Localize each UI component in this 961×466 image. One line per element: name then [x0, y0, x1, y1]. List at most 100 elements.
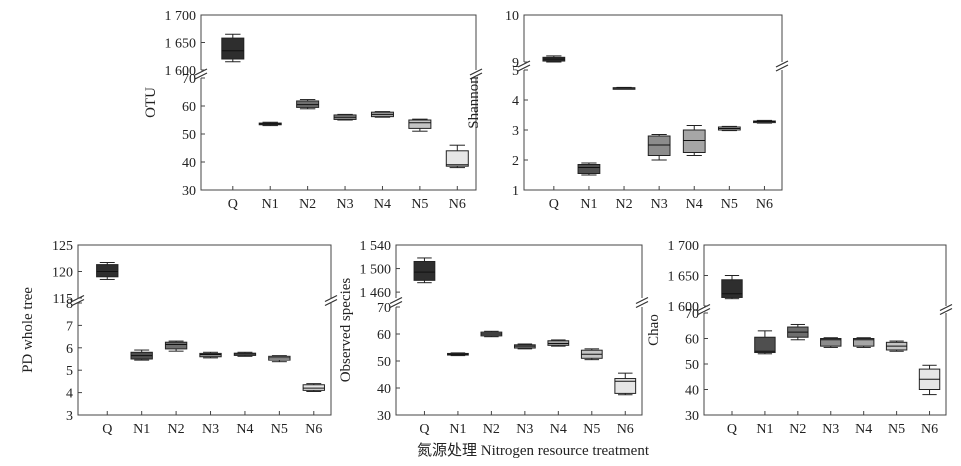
x-tick-label: N4 [374, 197, 391, 212]
box-N1 [258, 121, 282, 127]
panel-shannon: 9 10 1 2 3 4 5 Shannon Q N1 N2 N3 N4 N5 N6 [466, 9, 789, 212]
y-tick-label: 5 [66, 364, 73, 379]
axis-break-right [775, 60, 789, 68]
box-N2 [296, 99, 320, 110]
upper-frame [395, 244, 643, 298]
panel-chao: 1 600 1 650 1 700 30 40 50 60 70 Chao Q N1 N2 N3 N4 N5… [646, 239, 953, 437]
x-tick-label: N3 [651, 197, 668, 212]
box-N5 [885, 340, 908, 352]
y-tick-label: 1 700 [668, 239, 700, 254]
x-tick-label: Q [228, 197, 238, 212]
box-N6 [753, 119, 776, 124]
box-N6 [445, 144, 469, 169]
x-tick-label: N2 [615, 197, 632, 212]
panel-pd-whole-tree: 115 120 125 3 4 5 6 7 8 PD whole tree Q N1 N2 N3 N4 N5 N… [20, 239, 338, 437]
y-tick-label: 1 540 [360, 239, 392, 254]
box-body [413, 260, 436, 281]
box-N2 [164, 340, 188, 352]
box-body [164, 341, 188, 350]
box-body [445, 150, 469, 167]
y-axis-label: Observed species [338, 278, 354, 383]
y-tick-label: 2 [512, 154, 519, 169]
y-axis-label: Shannon [466, 76, 482, 129]
box-N5 [717, 125, 741, 132]
box-body [408, 119, 432, 129]
x-tick-label: N3 [516, 422, 533, 437]
box-body [754, 336, 776, 354]
x-tick-label: N4 [550, 422, 567, 437]
box-body [221, 37, 245, 60]
box-Q [721, 275, 743, 300]
box-N3 [513, 343, 536, 350]
x-tick-label: N5 [721, 197, 738, 212]
x-tick-label: N3 [336, 197, 353, 212]
axis-break-right [939, 303, 953, 312]
y-tick-label: 7 [66, 319, 73, 334]
axis-break-left [389, 296, 403, 305]
y-tick-label: 50 [685, 358, 699, 373]
y-tick-label: 5 [512, 64, 519, 79]
x-tick-label: N4 [855, 422, 872, 437]
y-axis-label: Chao [646, 314, 662, 346]
x-tick-label: N1 [756, 422, 773, 437]
box-body [682, 129, 706, 153]
x-tick-label: N4 [686, 197, 703, 212]
box-body [721, 279, 743, 298]
box-N3 [199, 351, 222, 359]
y-tick-label: 1 460 [360, 286, 392, 301]
lower-frame [395, 307, 643, 416]
x-tick-label: N1 [449, 422, 466, 437]
y-tick-label: 60 [377, 328, 391, 343]
axis-break-right [324, 294, 338, 303]
x-tick-label: Q [419, 422, 429, 437]
y-tick-label: 4 [512, 94, 519, 109]
axis-break-left [697, 307, 711, 316]
y-tick-label: 120 [52, 266, 73, 281]
y-tick-label: 70 [377, 301, 391, 316]
box-N5 [580, 348, 603, 361]
lower-frame [200, 78, 477, 191]
y-tick-label: 1 [512, 184, 519, 199]
box-body [199, 352, 222, 358]
panel-otu: 1 600 1 650 1 700 30 40 50 60 70 OTU Q N1 N2 N3 N4 N5 N… [143, 9, 483, 212]
y-tick-label: 3 [512, 124, 519, 139]
x-tick-label: N6 [756, 197, 773, 212]
y-tick-label: 1 700 [165, 9, 197, 24]
box-N2 [480, 330, 503, 338]
y-tick-label: 40 [377, 382, 391, 397]
y-tick-label: 70 [685, 307, 699, 322]
box-N4 [233, 351, 257, 357]
axis-break-left [194, 72, 208, 80]
axis-break-right [469, 72, 483, 80]
y-tick-label: 4 [66, 387, 73, 402]
box-N4 [682, 125, 706, 156]
box-N4 [852, 337, 875, 348]
box-N3 [820, 337, 842, 348]
y-tick-label: 40 [685, 384, 699, 399]
y-tick-label: 10 [505, 9, 519, 24]
x-tick-label: N2 [168, 422, 185, 437]
y-tick-label: 125 [52, 239, 73, 254]
box-body [302, 384, 325, 391]
x-tick-label: N2 [789, 422, 806, 437]
y-tick-label: 60 [182, 100, 196, 115]
box-N2 [787, 323, 809, 341]
box-N4 [370, 111, 394, 118]
y-tick-label: 3 [66, 409, 73, 424]
x-tick-label: N1 [133, 422, 150, 437]
y-tick-label: 30 [182, 184, 196, 199]
x-tick-label: N6 [449, 197, 466, 212]
x-tick-label: N6 [921, 422, 938, 437]
axis-break-left [389, 300, 403, 309]
box-N5 [268, 355, 291, 363]
box-N6 [302, 383, 325, 392]
box-N3 [647, 134, 671, 161]
x-tick-label: N2 [483, 422, 500, 437]
x-tick-label: N1 [262, 197, 279, 212]
axis-break-right [635, 296, 649, 305]
lower-frame [77, 303, 332, 416]
y-tick-label: 1 650 [165, 37, 197, 52]
x-tick-label: N5 [411, 197, 428, 212]
y-tick-label: 50 [182, 128, 196, 143]
